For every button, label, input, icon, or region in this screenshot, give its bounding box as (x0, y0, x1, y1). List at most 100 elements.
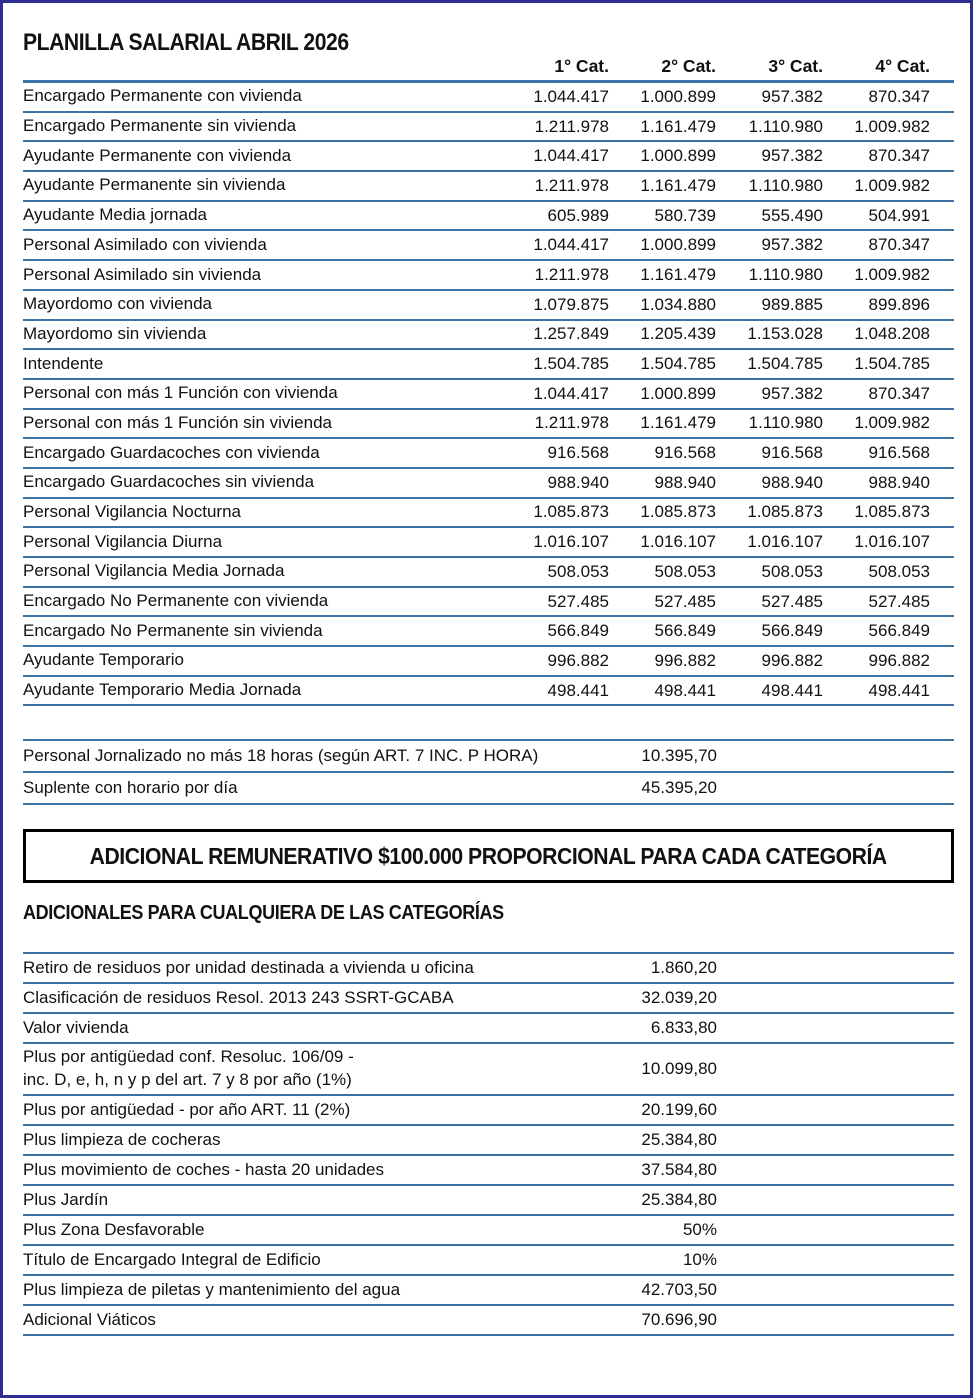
salary-value-cat4: 899.896 (868, 294, 930, 314)
position-label: Ayudante Permanente con vivienda (23, 145, 292, 165)
salary-value-cat3: 1.110.980 (748, 116, 823, 136)
item-value: 32.039,20 (641, 988, 717, 1008)
key-value-row: Valor vivienda 6.833,80 (23, 1014, 954, 1045)
salary-value-cat4: 870.347 (868, 383, 930, 403)
item-value: 25.384,80 (641, 1190, 717, 1210)
salary-value-cat1: 988.940 (547, 472, 609, 492)
salary-value-cat1: 1.044.417 (533, 86, 609, 106)
position-label: Ayudante Permanente sin vivienda (23, 175, 286, 195)
salary-table-row: Intendente 1.504.785 1.504.785 1.504.785… (23, 350, 954, 380)
salary-value-cat3: 916.568 (761, 443, 823, 463)
salary-value-cat4: 508.053 (868, 561, 930, 581)
item-label: Título de Encargado Integral de Edificio (23, 1249, 321, 1269)
salary-value-cat4: 1.048.208 (854, 324, 930, 344)
salary-value-cat2: 580.739 (654, 205, 716, 225)
salary-value-cat2: 508.053 (654, 561, 716, 581)
position-label: Encargado No Permanente con vivienda (23, 591, 329, 611)
item-value: 45.395,20 (641, 778, 717, 798)
salary-value-cat2: 1.161.479 (640, 413, 716, 433)
salary-value-cat4: 1.009.982 (854, 175, 930, 195)
salary-value-cat2: 1.034.880 (640, 294, 716, 314)
item-value: 70.696,90 (641, 1310, 717, 1330)
key-value-row: Plus limpieza de cocheras 25.384,80 (23, 1126, 954, 1157)
page-title: PLANILLA SALARIAL ABRIL 2026 (23, 29, 349, 56)
salary-table-row: Personal Vigilancia Nocturna 1.085.873 1… (23, 499, 954, 529)
salary-value-cat4: 870.347 (868, 146, 930, 166)
category-column-header: 3° Cat. (768, 56, 823, 76)
salary-value-cat2: 566.849 (654, 621, 716, 641)
key-value-row: Clasificación de residuos Resol. 2013 24… (23, 984, 954, 1015)
position-label: Encargado No Permanente sin vivienda (23, 620, 323, 640)
salary-table-row: Ayudante Media jornada 605.989 580.739 5… (23, 202, 954, 232)
salary-value-cat2: 1.205.439 (640, 324, 716, 344)
item-value: 10% (682, 1250, 717, 1270)
salary-table-row: Mayordomo con vivienda 1.079.875 1.034.8… (23, 291, 954, 321)
salary-value-cat4: 996.882 (868, 650, 930, 670)
salary-value-cat3: 1.016.107 (747, 532, 823, 552)
salary-value-cat1: 498.441 (547, 680, 609, 700)
item-label: Personal Jornalizado no más 18 horas (se… (23, 745, 539, 765)
salary-value-cat2: 916.568 (654, 443, 716, 463)
salary-value-cat1: 508.053 (547, 561, 609, 581)
salary-value-cat3: 1.085.873 (747, 502, 823, 522)
salary-value-cat4: 870.347 (868, 86, 930, 106)
salary-table-row: Encargado No Permanente con vivienda 527… (23, 588, 954, 618)
salary-value-cat4: 527.485 (868, 591, 930, 611)
item-label: Adicional Viáticos (23, 1309, 156, 1329)
salary-value-cat1: 1.211.978 (534, 413, 609, 433)
salary-table-row: Personal Vigilancia Diurna 1.016.107 1.0… (23, 528, 954, 558)
position-label: Mayordomo con vivienda (23, 294, 212, 314)
salary-table-body: Encargado Permanente con vivienda 1.044.… (23, 83, 954, 707)
salary-value-cat4: 1.504.785 (854, 354, 930, 374)
salary-value-cat1: 1.044.417 (533, 235, 609, 255)
key-value-row: Plus Zona Desfavorable 50% (23, 1216, 954, 1247)
item-value: 10.099,80 (641, 1059, 717, 1079)
salary-value-cat2: 1.161.479 (640, 175, 716, 195)
salary-value-cat3: 1.153.028 (747, 324, 823, 344)
salary-value-cat4: 566.849 (868, 621, 930, 641)
salary-value-cat2: 1.504.785 (640, 354, 716, 374)
item-value: 20.199,60 (641, 1100, 717, 1120)
position-label: Ayudante Temporario Media Jornada (23, 680, 302, 700)
salary-value-cat2: 1.000.899 (640, 146, 716, 166)
position-label: Personal Vigilancia Diurna (23, 531, 223, 551)
item-value: 6.833,80 (650, 1018, 717, 1038)
key-value-row: Suplente con horario por día 45.395,20 (23, 773, 954, 806)
item-value: 1.860,20 (650, 958, 717, 978)
key-value-row: Personal Jornalizado no más 18 horas (se… (23, 741, 954, 774)
salary-table-row: Ayudante Permanente sin vivienda 1.211.9… (23, 172, 954, 202)
item-label: Plus Jardín (23, 1189, 109, 1209)
salary-value-cat4: 498.441 (868, 680, 930, 700)
item-value: 42.703,50 (641, 1280, 717, 1300)
key-value-row: Plus por antigüedad - por año ART. 11 (2… (23, 1096, 954, 1127)
item-label: Plus limpieza de piletas y mantenimiento… (23, 1279, 401, 1299)
adicionales-heading: ADICIONALES PARA CUALQUIERA DE LAS CATEG… (23, 902, 504, 925)
salary-value-cat1: 1.044.417 (533, 146, 609, 166)
key-value-row: Adicional Viáticos 70.696,90 (23, 1306, 954, 1337)
item-value: 25.384,80 (641, 1130, 717, 1150)
item-value: 10.395,70 (641, 746, 717, 766)
salary-table-row: Mayordomo sin vivienda 1.257.849 1.205.4… (23, 321, 954, 351)
salary-value-cat1: 996.882 (547, 650, 609, 670)
position-label: Encargado Permanente con vivienda (23, 86, 302, 106)
item-label: Suplente con horario por día (23, 777, 238, 797)
salary-value-cat4: 1.009.982 (854, 264, 930, 284)
salary-value-cat1: 1.211.978 (534, 116, 609, 136)
position-label: Personal Vigilancia Media Jornada (23, 561, 285, 581)
salary-value-cat3: 996.882 (761, 650, 823, 670)
salary-value-cat3: 989.885 (761, 294, 823, 314)
salary-value-cat1: 1.079.875 (533, 294, 609, 314)
position-label: Encargado Guardacoches sin vivienda (23, 472, 315, 492)
salary-value-cat3: 957.382 (761, 146, 823, 166)
salary-value-cat3: 1.504.785 (747, 354, 823, 374)
salary-value-cat2: 1.085.873 (640, 502, 716, 522)
salary-value-cat1: 1.211.978 (534, 175, 609, 195)
salary-table-row: Encargado Permanente con vivienda 1.044.… (23, 83, 954, 113)
category-column-headers: 1° Cat. 2° Cat. 3° Cat. 4° Cat. (502, 56, 930, 77)
item-label: Plus Zona Desfavorable (23, 1219, 205, 1239)
item-label: Retiro de residuos por unidad destinada … (23, 957, 474, 977)
category-column-header: 4° Cat. (875, 56, 930, 76)
position-label: Ayudante Media jornada (23, 205, 207, 225)
key-value-row: Plus por antigüedad conf. Resoluc. 106/0… (23, 1044, 954, 1097)
